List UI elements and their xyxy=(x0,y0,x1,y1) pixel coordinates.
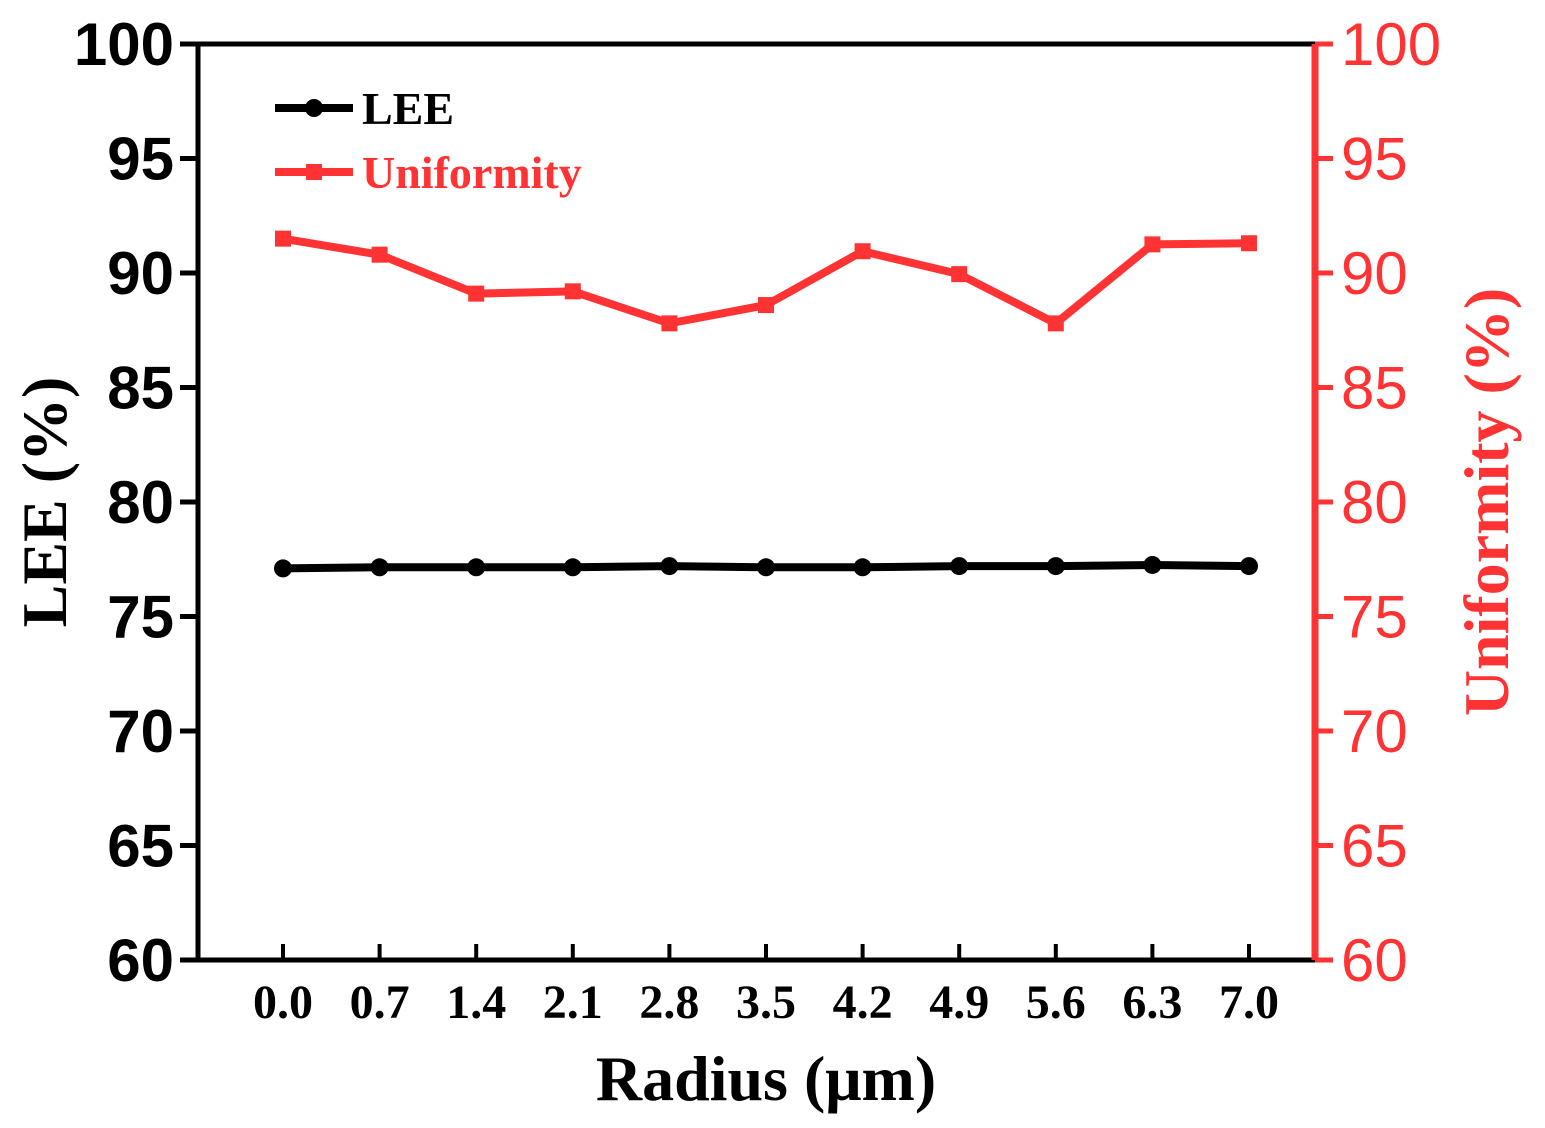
data-point-uniformity-4.9 xyxy=(951,266,968,283)
data-point-uniformity-2.8 xyxy=(661,315,678,332)
data-point-lee-0.7 xyxy=(370,558,389,577)
y-tick-label-left: 100 xyxy=(74,11,174,78)
y-tick-label-left: 80 xyxy=(107,469,174,536)
x-tick-label: 0.0 xyxy=(253,976,313,1029)
y-tick-label-right: 60 xyxy=(1341,927,1408,994)
data-point-lee-4.9 xyxy=(950,557,969,576)
x-tick-label: 6.3 xyxy=(1122,976,1182,1029)
y-tick-label-right: 65 xyxy=(1341,813,1408,880)
data-point-uniformity-2.1 xyxy=(564,283,581,300)
data-point-lee-3.5 xyxy=(757,558,775,577)
y-tick-label-left: 95 xyxy=(107,126,174,193)
y-tick-label-right: 85 xyxy=(1341,355,1408,422)
data-point-uniformity-7.0 xyxy=(1241,235,1257,252)
data-point-uniformity-5.6 xyxy=(1047,315,1064,332)
legend-label-lee: LEE xyxy=(362,83,454,134)
data-point-lee-0.0 xyxy=(274,559,292,578)
x-tick-label: 7.0 xyxy=(1219,976,1279,1029)
data-point-lee-2.8 xyxy=(660,557,679,576)
x-tick-label: 0.7 xyxy=(350,976,410,1029)
x-tick-label: 4.9 xyxy=(929,976,989,1029)
data-point-uniformity-0.0 xyxy=(275,230,291,247)
data-point-lee-7.0 xyxy=(1240,557,1258,576)
x-tick-label: 2.8 xyxy=(639,976,699,1029)
y-tick-label-right: 75 xyxy=(1341,584,1408,651)
y-tick-label-left: 85 xyxy=(107,355,174,422)
x-tick-label: 1.4 xyxy=(446,976,506,1029)
data-point-lee-1.4 xyxy=(467,558,486,577)
y-tick-label-right: 90 xyxy=(1341,240,1408,307)
x-tick-label: 4.2 xyxy=(833,976,893,1029)
data-point-lee-4.2 xyxy=(853,558,872,577)
x-tick-label: 5.6 xyxy=(1026,976,1086,1029)
y-axis-title-right: Uniformity (%) xyxy=(1451,288,1522,716)
y-tick-label-right: 100 xyxy=(1341,11,1441,78)
y-tick-label-left: 90 xyxy=(107,240,174,307)
legend-label-uniformity: Uniformity xyxy=(362,147,582,198)
y-tick-label-left: 70 xyxy=(107,698,174,765)
data-point-uniformity-1.4 xyxy=(468,285,485,302)
y-tick-label-left: 65 xyxy=(107,813,174,880)
y-tick-label-right: 95 xyxy=(1341,126,1408,193)
data-point-uniformity-3.5 xyxy=(758,297,774,314)
data-point-uniformity-6.3 xyxy=(1144,236,1161,253)
y-axis-title-left: LEE (%) xyxy=(9,377,80,628)
data-point-lee-2.1 xyxy=(563,558,582,577)
y-tick-label-left: 60 xyxy=(107,927,174,994)
data-point-uniformity-4.2 xyxy=(854,243,871,260)
data-point-lee-6.3 xyxy=(1143,555,1162,574)
x-tick-label: 3.5 xyxy=(736,976,796,1029)
data-point-uniformity-0.7 xyxy=(371,246,388,263)
y-tick-label-right: 80 xyxy=(1341,469,1408,536)
y-tick-label-left: 75 xyxy=(107,584,174,651)
legend: LEE Uniformity xyxy=(275,83,582,198)
legend-marker-lee xyxy=(305,99,323,117)
x-axis-title: Radius (μm) xyxy=(596,1043,936,1114)
data-point-lee-5.6 xyxy=(1046,557,1065,576)
y-tick-label-right: 70 xyxy=(1341,698,1408,765)
legend-marker-uniformity xyxy=(306,164,322,180)
x-tick-label: 2.1 xyxy=(543,976,603,1029)
